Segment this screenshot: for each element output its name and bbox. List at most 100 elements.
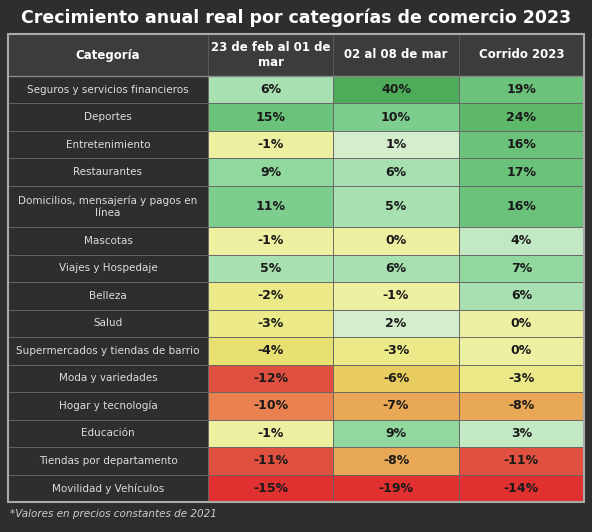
Bar: [8, 159, 208, 186]
Text: -7%: -7%: [383, 400, 409, 412]
Text: -14%: -14%: [504, 482, 539, 495]
Text: 23 de feb al 01 de
mar: 23 de feb al 01 de mar: [211, 41, 330, 69]
Bar: [208, 282, 333, 310]
Bar: [333, 255, 459, 282]
Bar: [333, 131, 459, 159]
Text: 16%: 16%: [506, 200, 536, 213]
Text: Deportes: Deportes: [84, 112, 132, 122]
Text: Educación: Educación: [81, 428, 135, 438]
Text: 5%: 5%: [385, 200, 407, 213]
Text: -19%: -19%: [378, 482, 413, 495]
Text: -11%: -11%: [504, 454, 539, 467]
Bar: [333, 227, 459, 255]
Bar: [333, 76, 459, 104]
Bar: [8, 447, 208, 475]
Text: Belleza: Belleza: [89, 291, 127, 301]
Bar: [208, 227, 333, 255]
Text: -1%: -1%: [258, 427, 284, 440]
Text: Moda y variedades: Moda y variedades: [59, 373, 157, 384]
Bar: [459, 364, 584, 392]
Text: -1%: -1%: [258, 138, 284, 151]
Bar: [8, 34, 584, 76]
Bar: [8, 255, 208, 282]
Bar: [208, 364, 333, 392]
Text: Mascotas: Mascotas: [83, 236, 133, 246]
Bar: [333, 392, 459, 420]
Bar: [8, 475, 208, 502]
Bar: [8, 282, 208, 310]
Text: 0%: 0%: [511, 317, 532, 330]
Text: 02 al 08 de mar: 02 al 08 de mar: [345, 48, 448, 62]
Bar: [333, 447, 459, 475]
Bar: [333, 364, 459, 392]
Bar: [8, 420, 208, 447]
Text: 9%: 9%: [385, 427, 407, 440]
Bar: [459, 282, 584, 310]
Bar: [333, 159, 459, 186]
Text: -11%: -11%: [253, 454, 288, 467]
Bar: [459, 447, 584, 475]
Text: Crecimiento anual real por categorías de comercio 2023: Crecimiento anual real por categorías de…: [21, 9, 571, 27]
Text: 15%: 15%: [256, 111, 286, 124]
Bar: [459, 131, 584, 159]
Text: Salud: Salud: [94, 318, 123, 328]
Bar: [8, 392, 208, 420]
Bar: [333, 186, 459, 227]
Text: 19%: 19%: [506, 83, 536, 96]
Bar: [459, 159, 584, 186]
Bar: [459, 475, 584, 502]
Text: Tiendas por departamento: Tiendas por departamento: [38, 456, 178, 466]
Bar: [208, 337, 333, 364]
Bar: [459, 255, 584, 282]
Text: -3%: -3%: [258, 317, 284, 330]
Text: 7%: 7%: [511, 262, 532, 275]
Text: -4%: -4%: [258, 344, 284, 358]
Bar: [333, 475, 459, 502]
Text: Restaurantes: Restaurantes: [73, 167, 143, 177]
Text: Corrido 2023: Corrido 2023: [478, 48, 564, 62]
Bar: [208, 159, 333, 186]
Text: 9%: 9%: [260, 165, 281, 179]
Text: -2%: -2%: [258, 289, 284, 302]
Bar: [208, 76, 333, 104]
Bar: [8, 310, 208, 337]
Text: 6%: 6%: [260, 83, 281, 96]
Bar: [459, 392, 584, 420]
Bar: [8, 186, 208, 227]
Text: 6%: 6%: [511, 289, 532, 302]
Bar: [459, 337, 584, 364]
Text: -1%: -1%: [383, 289, 409, 302]
Bar: [8, 76, 208, 104]
Bar: [8, 337, 208, 364]
Text: 0%: 0%: [511, 344, 532, 358]
Bar: [459, 310, 584, 337]
Text: -10%: -10%: [253, 400, 288, 412]
Bar: [208, 392, 333, 420]
Bar: [459, 104, 584, 131]
Bar: [459, 227, 584, 255]
Bar: [8, 131, 208, 159]
Text: 11%: 11%: [256, 200, 286, 213]
Bar: [459, 186, 584, 227]
Text: 0%: 0%: [385, 235, 407, 247]
Bar: [8, 364, 208, 392]
Bar: [459, 420, 584, 447]
Bar: [333, 282, 459, 310]
Bar: [459, 76, 584, 104]
Text: -3%: -3%: [383, 344, 409, 358]
Text: -1%: -1%: [258, 235, 284, 247]
Text: 10%: 10%: [381, 111, 411, 124]
Text: Supermercados y tiendas de barrio: Supermercados y tiendas de barrio: [16, 346, 200, 356]
Text: 16%: 16%: [506, 138, 536, 151]
Text: Seguros y servicios financieros: Seguros y servicios financieros: [27, 85, 189, 95]
Bar: [333, 337, 459, 364]
Text: 2%: 2%: [385, 317, 407, 330]
Text: -8%: -8%: [508, 400, 535, 412]
Bar: [208, 310, 333, 337]
Bar: [208, 420, 333, 447]
Text: -12%: -12%: [253, 372, 288, 385]
Text: Hogar y tecnología: Hogar y tecnología: [59, 401, 157, 411]
Bar: [333, 420, 459, 447]
Text: 4%: 4%: [511, 235, 532, 247]
Bar: [208, 475, 333, 502]
